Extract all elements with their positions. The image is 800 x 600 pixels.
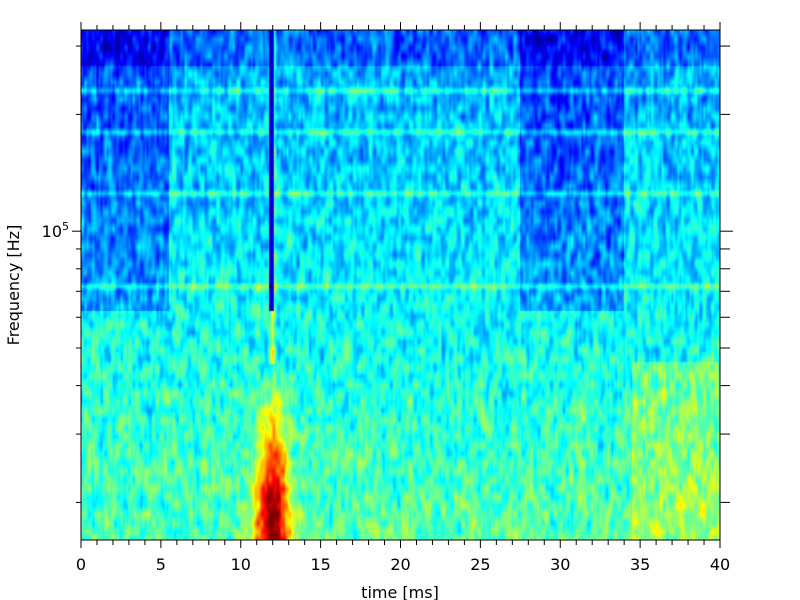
axes: 0 5 10 15 20 25 30 35 40 105 [42, 22, 733, 574]
x-tick-label: 25 [470, 555, 490, 574]
x-tick-label: 30 [550, 555, 570, 574]
spectrogram-heatmap [81, 30, 720, 540]
x-axis-label: time [ms] [361, 583, 439, 600]
x-tick-label: 15 [310, 555, 330, 574]
x-tick-label: 0 [76, 555, 86, 574]
y-tick-label: 105 [42, 220, 69, 241]
x-tick-label: 5 [156, 555, 166, 574]
spectrogram-raster [81, 30, 720, 540]
x-tick-label: 20 [390, 555, 410, 574]
x-tick-label: 40 [710, 555, 730, 574]
x-tick-label: 10 [231, 555, 251, 574]
x-tick-label: 35 [630, 555, 650, 574]
y-axis-label: Frequency [Hz] [4, 225, 23, 346]
